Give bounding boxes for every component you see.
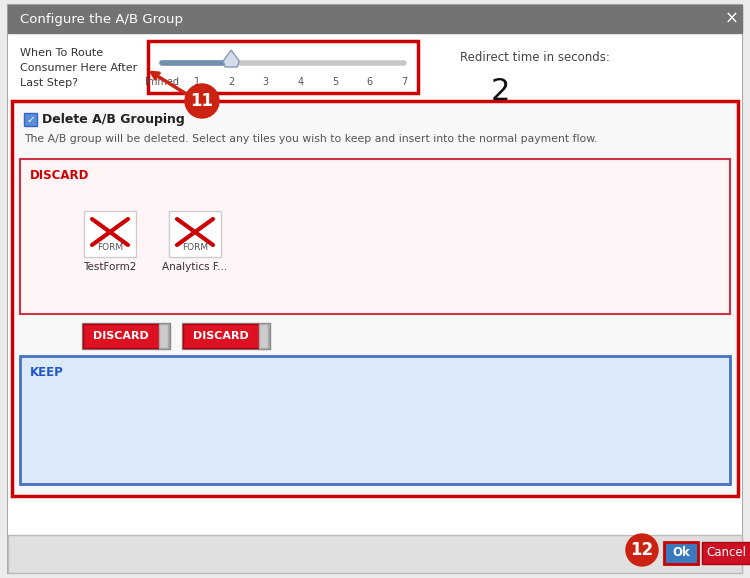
Text: KEEP: KEEP: [30, 366, 64, 379]
Bar: [8, 33, 742, 535]
Text: 5: 5: [332, 77, 338, 87]
Text: The A/B group will be deleted. Select any tiles you wish to keep and insert into: The A/B group will be deleted. Select an…: [24, 134, 598, 144]
Text: TestForm2: TestForm2: [83, 262, 136, 272]
Circle shape: [185, 84, 219, 118]
Bar: [702, 542, 750, 564]
Text: Ok: Ok: [672, 547, 690, 560]
Bar: [24, 113, 37, 126]
Bar: [83, 324, 159, 348]
Text: 2: 2: [490, 77, 510, 106]
Bar: [664, 542, 698, 564]
Text: FORM: FORM: [97, 243, 123, 251]
Text: DISCARD: DISCARD: [30, 169, 89, 182]
Bar: [84, 211, 136, 257]
Text: 11: 11: [190, 92, 214, 110]
Bar: [182, 323, 270, 349]
Text: 4: 4: [297, 77, 303, 87]
Bar: [8, 5, 742, 33]
Bar: [169, 211, 221, 257]
Text: ✓: ✓: [26, 114, 34, 124]
Bar: [8, 535, 742, 573]
Bar: [148, 41, 418, 93]
Polygon shape: [224, 50, 239, 67]
Bar: [259, 324, 268, 348]
Text: DISCARD: DISCARD: [93, 331, 148, 341]
Text: Redirect time in seconds:: Redirect time in seconds:: [460, 51, 610, 64]
Text: 7: 7: [400, 77, 407, 87]
Bar: [159, 324, 168, 348]
Text: Cancel: Cancel: [706, 547, 746, 560]
Bar: [20, 159, 730, 314]
Bar: [183, 324, 259, 348]
Text: 12: 12: [631, 541, 653, 559]
Bar: [82, 323, 170, 349]
Text: Immed: Immed: [145, 77, 179, 87]
Text: Delete A/B Grouping: Delete A/B Grouping: [42, 113, 184, 126]
Bar: [20, 356, 730, 484]
Text: ×: ×: [725, 10, 739, 28]
Text: FORM: FORM: [182, 243, 208, 251]
Text: Analytics F...: Analytics F...: [162, 262, 228, 272]
Circle shape: [626, 534, 658, 566]
Text: 1: 1: [194, 77, 200, 87]
Text: Configure the A/B Group: Configure the A/B Group: [20, 13, 183, 25]
Text: 3: 3: [262, 77, 268, 87]
Text: When To Route
Consumer Here After
Last Step?: When To Route Consumer Here After Last S…: [20, 48, 137, 88]
Bar: [12, 101, 738, 496]
Text: 6: 6: [366, 77, 373, 87]
Text: DISCARD: DISCARD: [194, 331, 249, 341]
Text: 2: 2: [228, 77, 234, 87]
